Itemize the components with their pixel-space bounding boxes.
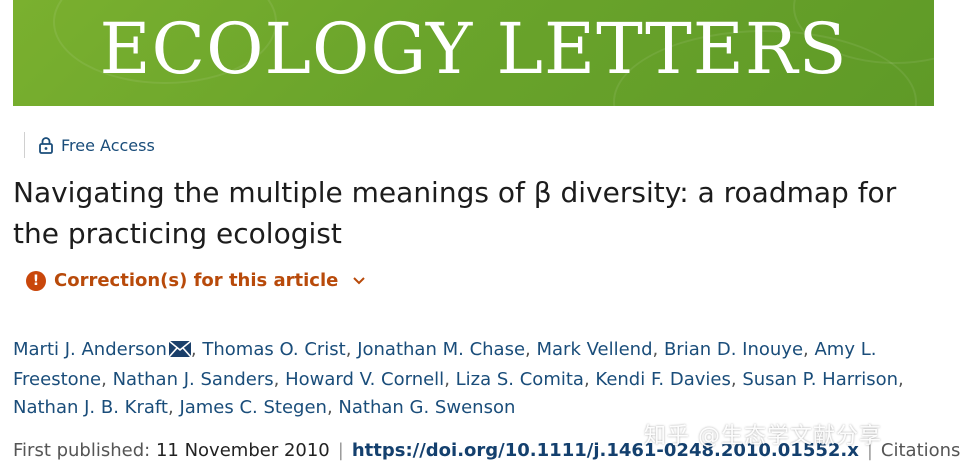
author-link[interactable]: Amy L. Freestone — [13, 339, 877, 390]
correction-label: Correction(s) for this article — [54, 270, 339, 291]
journal-title: ECOLOGY LETTERS — [99, 8, 848, 90]
author-link[interactable]: Brian D. Inouye — [663, 339, 804, 360]
watermark: 知乎 @生态学文献分享 — [644, 424, 882, 449]
first-published-label: First published: — [13, 440, 151, 461]
chevron-down-icon — [346, 270, 366, 291]
publication-info: First published: 11 November 2010 | https:… — [13, 440, 960, 461]
author-link[interactable]: Liza S. Comita — [455, 369, 584, 390]
author-link[interactable]: Marti J. Anderson — [13, 339, 167, 360]
author-link[interactable]: Nathan J. Sanders — [112, 369, 274, 390]
author-link[interactable]: Kendi F. Davies — [595, 369, 731, 390]
author-link[interactable]: Nathan J. B. Kraft — [13, 397, 168, 418]
doi-link[interactable]: https://doi.org/10.1111/j.1461-0248.2010… — [351, 440, 859, 461]
access-label: Free Access — [61, 135, 155, 155]
author-link[interactable]: James C. Stegen — [179, 397, 327, 418]
author-link[interactable]: Jonathan M. Chase — [357, 339, 526, 360]
exclamation-icon: ! — [26, 270, 46, 291]
first-published-date: 11 November 2010 — [155, 440, 330, 461]
author-link[interactable]: Mark Vellend — [536, 339, 653, 360]
divider: | — [866, 440, 873, 461]
correction-toggle[interactable]: ! Correction(s) for this article — [26, 270, 366, 291]
author-link[interactable]: Susan P. Harrison — [742, 369, 899, 390]
citations-label: Citations: — [880, 440, 960, 461]
article-title: Navigating the multiple meanings of β di… — [13, 176, 897, 250]
journal-banner[interactable]: ECOLOGY LETTERS — [13, 0, 934, 106]
author-link[interactable]: Howard V. Cornell — [285, 369, 445, 390]
author-link[interactable]: Nathan G. Swenson — [338, 397, 516, 418]
access-indicator: Free Access — [24, 132, 155, 158]
author-link[interactable]: Thomas O. Crist — [202, 339, 346, 360]
author-list: Marti J. Anderson, Thomas O. Crist, Jona… — [13, 338, 904, 418]
lock-icon — [39, 136, 53, 154]
divider: | — [337, 440, 344, 461]
mail-icon[interactable] — [168, 338, 192, 366]
